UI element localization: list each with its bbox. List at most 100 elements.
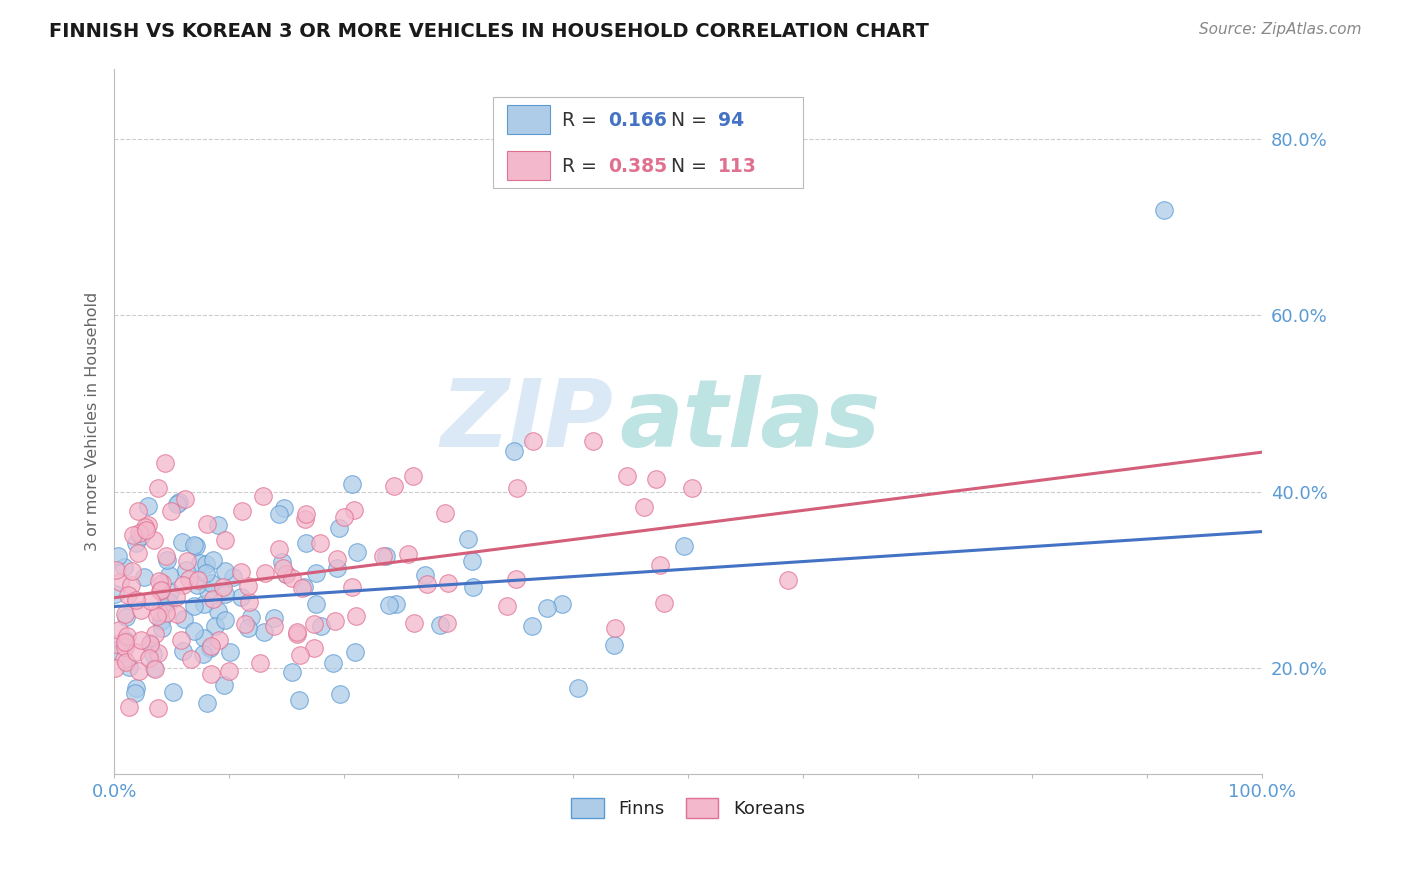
Text: ZIP: ZIP bbox=[440, 376, 613, 467]
Point bbox=[153, 456, 176, 470]
Point bbox=[457, 532, 479, 546]
Point bbox=[325, 551, 347, 566]
Point bbox=[218, 665, 240, 679]
Point bbox=[129, 602, 152, 616]
Point bbox=[291, 582, 314, 596]
Point bbox=[200, 667, 222, 681]
Text: 113: 113 bbox=[718, 157, 756, 177]
Point bbox=[200, 639, 222, 653]
Point bbox=[186, 578, 208, 592]
Point bbox=[229, 590, 252, 604]
Point bbox=[581, 434, 603, 449]
Point bbox=[127, 504, 149, 518]
Point bbox=[124, 593, 146, 607]
Point bbox=[108, 624, 131, 638]
Point bbox=[200, 576, 222, 591]
Point bbox=[183, 599, 205, 613]
Point bbox=[616, 469, 638, 483]
Point bbox=[416, 577, 439, 591]
Point bbox=[179, 572, 201, 586]
Point bbox=[502, 443, 524, 458]
Point bbox=[270, 555, 292, 569]
Point bbox=[155, 549, 177, 563]
Point bbox=[149, 614, 172, 628]
Point bbox=[143, 662, 166, 676]
Point bbox=[214, 587, 236, 601]
Point bbox=[252, 489, 274, 503]
FancyBboxPatch shape bbox=[494, 96, 803, 188]
Point bbox=[214, 678, 236, 692]
Point bbox=[148, 574, 170, 588]
Point bbox=[160, 504, 183, 518]
Point bbox=[148, 605, 170, 619]
Point bbox=[146, 481, 169, 495]
Point bbox=[150, 576, 173, 591]
Point bbox=[183, 624, 205, 639]
Point bbox=[285, 627, 308, 641]
Point bbox=[238, 595, 260, 609]
FancyBboxPatch shape bbox=[506, 151, 550, 180]
Point bbox=[233, 616, 256, 631]
Point bbox=[197, 584, 219, 599]
Point bbox=[115, 655, 138, 669]
Point bbox=[295, 507, 318, 521]
Point bbox=[166, 607, 188, 622]
Text: N =: N = bbox=[671, 112, 713, 130]
Point bbox=[156, 552, 179, 566]
Point bbox=[121, 528, 143, 542]
Point bbox=[378, 598, 401, 612]
Text: 0.166: 0.166 bbox=[607, 112, 666, 130]
Point bbox=[211, 580, 233, 594]
Point bbox=[193, 597, 215, 611]
Point bbox=[281, 571, 304, 585]
Point bbox=[180, 652, 202, 666]
Point bbox=[373, 549, 395, 564]
Point bbox=[214, 533, 236, 548]
Point bbox=[129, 528, 152, 542]
Point bbox=[111, 640, 134, 654]
Point bbox=[404, 616, 426, 631]
Point bbox=[184, 539, 207, 553]
Point bbox=[157, 595, 180, 609]
Point bbox=[550, 598, 572, 612]
Point bbox=[110, 646, 132, 660]
Point bbox=[672, 539, 695, 553]
Point bbox=[346, 545, 368, 559]
Point bbox=[382, 478, 405, 492]
Point bbox=[162, 685, 184, 699]
Point bbox=[328, 521, 350, 535]
Point bbox=[134, 520, 156, 534]
Point bbox=[187, 573, 209, 587]
Point bbox=[436, 616, 458, 631]
Point bbox=[146, 609, 169, 624]
Point bbox=[173, 611, 195, 625]
Point bbox=[104, 587, 127, 601]
Point bbox=[214, 565, 236, 579]
Point bbox=[273, 500, 295, 515]
Point bbox=[343, 645, 366, 659]
Point bbox=[267, 542, 290, 557]
Point bbox=[124, 686, 146, 700]
Point bbox=[374, 549, 396, 564]
Point bbox=[139, 593, 162, 607]
Point bbox=[145, 627, 167, 641]
Point bbox=[437, 576, 460, 591]
Text: Source: ZipAtlas.com: Source: ZipAtlas.com bbox=[1198, 22, 1361, 37]
Point bbox=[114, 632, 136, 647]
Point bbox=[603, 638, 626, 652]
Text: FINNISH VS KOREAN 3 OR MORE VEHICLES IN HOUSEHOLD CORRELATION CHART: FINNISH VS KOREAN 3 OR MORE VEHICLES IN … bbox=[49, 22, 929, 41]
Point bbox=[343, 503, 366, 517]
Point bbox=[115, 629, 138, 643]
Point bbox=[188, 557, 211, 571]
Point bbox=[222, 570, 245, 584]
Point bbox=[195, 696, 218, 710]
Point bbox=[305, 566, 328, 580]
Point bbox=[167, 495, 190, 509]
Point bbox=[114, 607, 136, 621]
Point bbox=[139, 637, 162, 651]
Point bbox=[281, 665, 304, 679]
Point bbox=[198, 640, 221, 655]
Point bbox=[159, 585, 181, 599]
Point bbox=[340, 580, 363, 594]
Point bbox=[231, 504, 253, 518]
